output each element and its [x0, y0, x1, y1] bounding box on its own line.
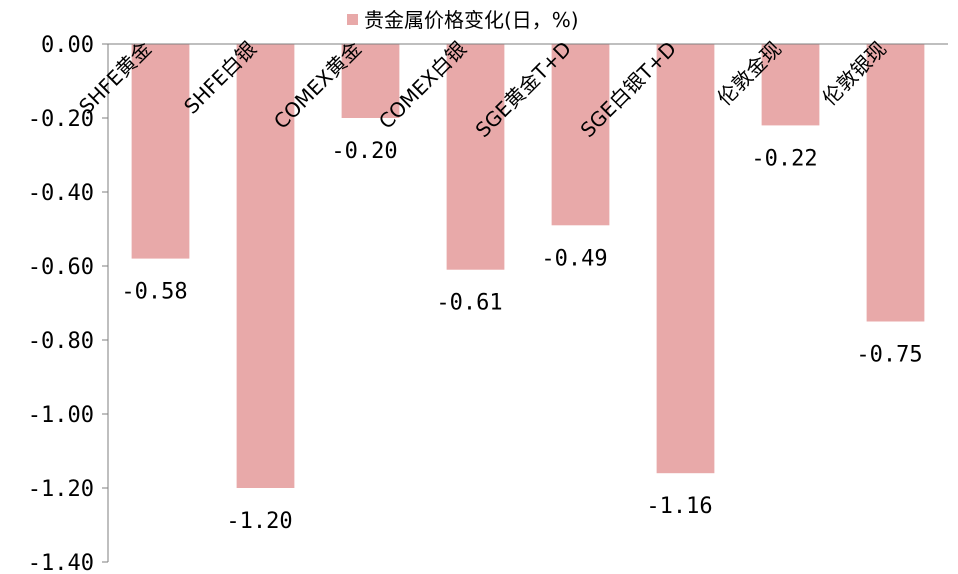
y-axis: 0.00 -0.20 -0.40 -0.60 -0.80 -1.00 -1.20 -1.40	[28, 33, 109, 574]
bars	[131, 44, 925, 488]
data-label: -0.75	[856, 343, 922, 368]
legend: 贵金属价格变化(日，%)	[347, 8, 579, 32]
legend-label: 贵金属价格变化(日，%)	[364, 8, 579, 32]
data-label: -0.49	[541, 246, 607, 271]
data-labels: -0.58 -1.20 -0.20 -0.61 -0.49 -1.16 -0.22 -0.75	[121, 139, 922, 534]
bar	[131, 44, 190, 259]
bar	[236, 44, 295, 488]
data-label: -0.22	[751, 146, 817, 171]
y-tick-label: -1.00	[28, 403, 94, 428]
data-label: -1.16	[646, 494, 712, 519]
y-tick-label: 0.00	[41, 33, 94, 58]
bar	[656, 44, 715, 474]
y-tick-label: -1.40	[28, 551, 94, 574]
bar	[551, 44, 610, 226]
y-tick-label: -1.20	[28, 477, 94, 502]
y-tick-label: -0.40	[28, 181, 94, 206]
data-label: -1.20	[226, 509, 292, 534]
data-label: -0.20	[331, 139, 397, 164]
bar	[446, 44, 505, 270]
bar	[341, 44, 400, 118]
data-label: -0.61	[436, 291, 502, 316]
legend-swatch	[347, 14, 358, 25]
bar	[866, 44, 925, 322]
y-tick-label: -0.20	[28, 107, 94, 132]
data-label: -0.58	[121, 280, 187, 305]
y-tick-label: -0.60	[28, 255, 94, 280]
bar	[761, 44, 820, 126]
y-tick-label: -0.80	[28, 329, 94, 354]
